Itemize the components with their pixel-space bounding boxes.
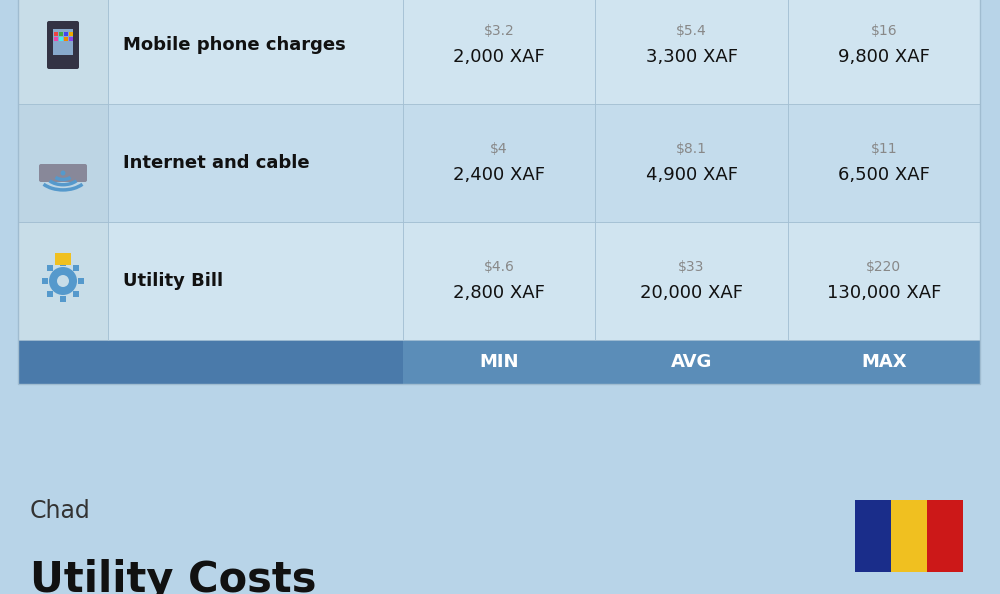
Bar — [64, 37, 68, 41]
Bar — [64, 32, 68, 36]
Bar — [403, 104, 595, 222]
Bar — [69, 37, 73, 41]
Bar — [18, 340, 980, 384]
Circle shape — [49, 267, 77, 295]
Text: $3.2: $3.2 — [484, 24, 515, 38]
Bar — [18, 0, 980, 384]
Text: $5.4: $5.4 — [676, 24, 707, 38]
Text: MIN: MIN — [479, 353, 519, 371]
Bar — [788, 222, 980, 340]
Bar — [595, 222, 788, 340]
Bar — [927, 500, 963, 572]
Bar — [108, 0, 403, 104]
Bar — [47, 290, 53, 297]
Bar — [18, 0, 108, 104]
Text: $4: $4 — [490, 142, 508, 156]
Text: 2,000 XAF: 2,000 XAF — [453, 48, 545, 66]
Text: 3,300 XAF: 3,300 XAF — [646, 48, 738, 66]
Bar — [54, 37, 58, 41]
Bar — [595, 0, 788, 104]
Text: MAX: MAX — [861, 353, 907, 371]
Text: 2,800 XAF: 2,800 XAF — [453, 284, 545, 302]
Bar — [73, 266, 79, 271]
Bar — [788, 0, 980, 104]
Text: 130,000 XAF: 130,000 XAF — [827, 284, 941, 302]
Bar — [78, 278, 84, 284]
Bar — [18, 222, 108, 340]
Text: $220: $220 — [866, 260, 901, 274]
Text: $16: $16 — [871, 24, 897, 38]
Text: Chad: Chad — [30, 499, 91, 523]
Text: $8.1: $8.1 — [676, 142, 707, 156]
Text: $11: $11 — [871, 142, 897, 156]
Bar — [403, 0, 595, 104]
Bar — [403, 222, 595, 340]
Bar — [788, 104, 980, 222]
Bar — [73, 290, 79, 297]
FancyBboxPatch shape — [47, 21, 79, 69]
Bar — [60, 296, 66, 302]
Bar — [59, 37, 63, 41]
Bar — [108, 222, 403, 340]
Bar — [69, 32, 73, 36]
Bar — [595, 104, 788, 222]
Text: 9,800 XAF: 9,800 XAF — [838, 48, 930, 66]
Text: Utility Bill: Utility Bill — [123, 272, 223, 290]
Bar — [60, 260, 66, 266]
Text: 20,000 XAF: 20,000 XAF — [640, 284, 743, 302]
Bar — [891, 500, 927, 572]
Text: Mobile phone charges: Mobile phone charges — [123, 36, 346, 54]
Bar — [108, 104, 403, 222]
Bar — [18, 340, 108, 384]
Text: Utility Costs: Utility Costs — [30, 559, 316, 594]
Text: 6,500 XAF: 6,500 XAF — [838, 166, 930, 184]
Text: $4.6: $4.6 — [484, 260, 515, 274]
Text: AVG: AVG — [671, 353, 712, 371]
Bar — [59, 32, 63, 36]
Bar — [55, 253, 71, 265]
Bar — [18, 104, 108, 222]
Bar — [47, 266, 53, 271]
Bar — [42, 278, 48, 284]
Circle shape — [57, 275, 69, 287]
Bar — [54, 32, 58, 36]
FancyBboxPatch shape — [39, 164, 87, 182]
Text: 2,400 XAF: 2,400 XAF — [453, 166, 545, 184]
Bar — [855, 500, 891, 572]
Bar — [108, 340, 403, 384]
Text: Internet and cable: Internet and cable — [123, 154, 310, 172]
Text: $33: $33 — [678, 260, 705, 274]
Circle shape — [60, 170, 66, 175]
Bar — [53, 29, 73, 55]
Text: 4,900 XAF: 4,900 XAF — [646, 166, 738, 184]
